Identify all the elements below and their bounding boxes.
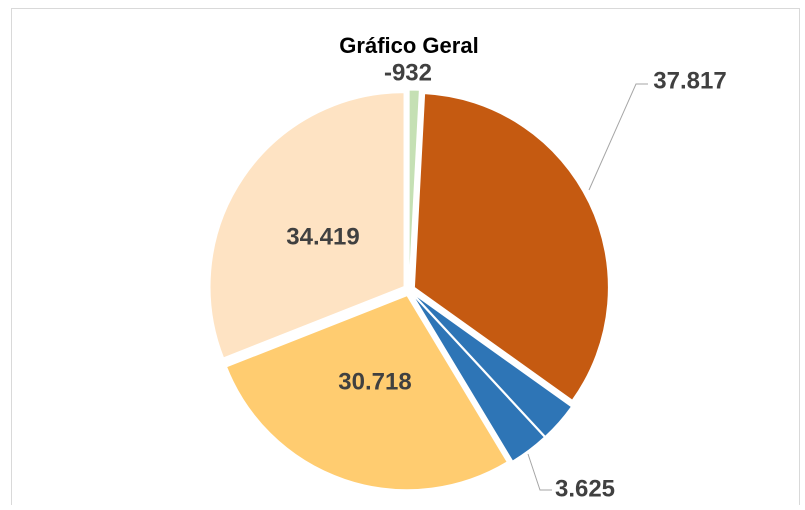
pie-slice bbox=[412, 294, 546, 462]
data-label: 34.419 bbox=[286, 223, 359, 250]
leader-line bbox=[527, 453, 552, 491]
data-label: 3.625 bbox=[555, 475, 615, 502]
pie-slice bbox=[413, 293, 573, 438]
pie-slice bbox=[408, 89, 420, 285]
pie-slice bbox=[209, 92, 405, 359]
pie-slice bbox=[225, 295, 508, 491]
chart-title: Gráfico Geral bbox=[339, 33, 478, 58]
pie-slice bbox=[413, 93, 609, 401]
leader-line bbox=[588, 83, 648, 191]
data-label: 30.718 bbox=[338, 368, 411, 395]
data-label: 37.817 bbox=[653, 67, 726, 94]
data-label: -932 bbox=[384, 59, 432, 86]
